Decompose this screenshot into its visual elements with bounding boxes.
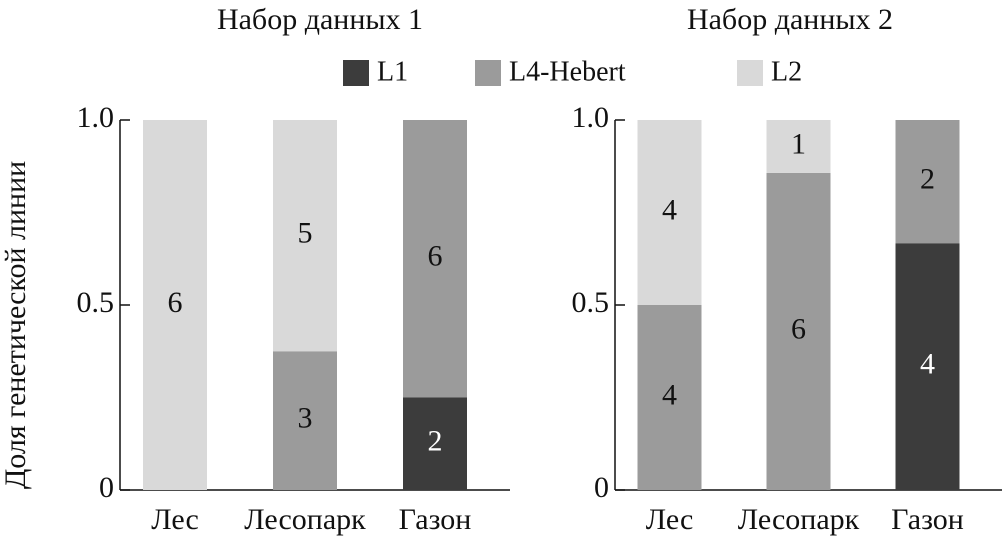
count-label: 2 <box>428 425 443 458</box>
panel-title: Набор данных 2 <box>687 3 893 36</box>
legend-swatch <box>343 60 369 86</box>
bar-segment <box>766 172 831 490</box>
y-tick-label: 1.0 <box>572 101 610 134</box>
count-label: 4 <box>662 193 677 226</box>
legend-label: L4-Hebert <box>509 56 626 87</box>
legend-label: L1 <box>377 56 408 87</box>
legend-swatch <box>737 60 763 86</box>
bar-segment <box>273 351 337 490</box>
x-tick-label: Лес <box>151 503 199 536</box>
bar-segment <box>637 305 702 490</box>
bar-segment <box>143 120 207 490</box>
y-axis-label: Доля генетической линии <box>0 161 32 489</box>
bar-segment <box>895 120 960 244</box>
count-label: 4 <box>662 378 677 411</box>
x-tick-label: Газон <box>399 503 472 536</box>
x-tick-label: Газон <box>891 503 964 536</box>
bar-segment <box>895 243 960 490</box>
bar-segment <box>273 120 337 352</box>
count-label: 3 <box>298 402 313 435</box>
count-label: 2 <box>920 162 935 195</box>
count-label: 4 <box>920 347 935 380</box>
count-label: 1 <box>791 127 806 160</box>
y-tick-label: 1.0 <box>77 101 115 134</box>
y-tick-label: 0.5 <box>77 286 115 319</box>
bar-segment <box>403 120 467 398</box>
bar-segment <box>766 120 831 173</box>
count-label: 6 <box>428 240 443 273</box>
y-tick-label: 0 <box>594 471 609 504</box>
x-tick-label: Лес <box>646 503 694 536</box>
y-tick-label: 0 <box>99 471 114 504</box>
bar-segment <box>403 397 467 490</box>
panel-title: Набор данных 1 <box>217 3 423 36</box>
bar-segment <box>637 120 702 305</box>
x-tick-label: Лесопарк <box>738 503 860 536</box>
count-label: 6 <box>168 286 183 319</box>
x-tick-label: Лесопарк <box>244 503 366 536</box>
legend-label: L2 <box>771 56 802 87</box>
y-tick-label: 0.5 <box>572 286 610 319</box>
count-label: 6 <box>791 312 806 345</box>
count-label: 5 <box>298 217 313 250</box>
legend-swatch <box>475 60 501 86</box>
